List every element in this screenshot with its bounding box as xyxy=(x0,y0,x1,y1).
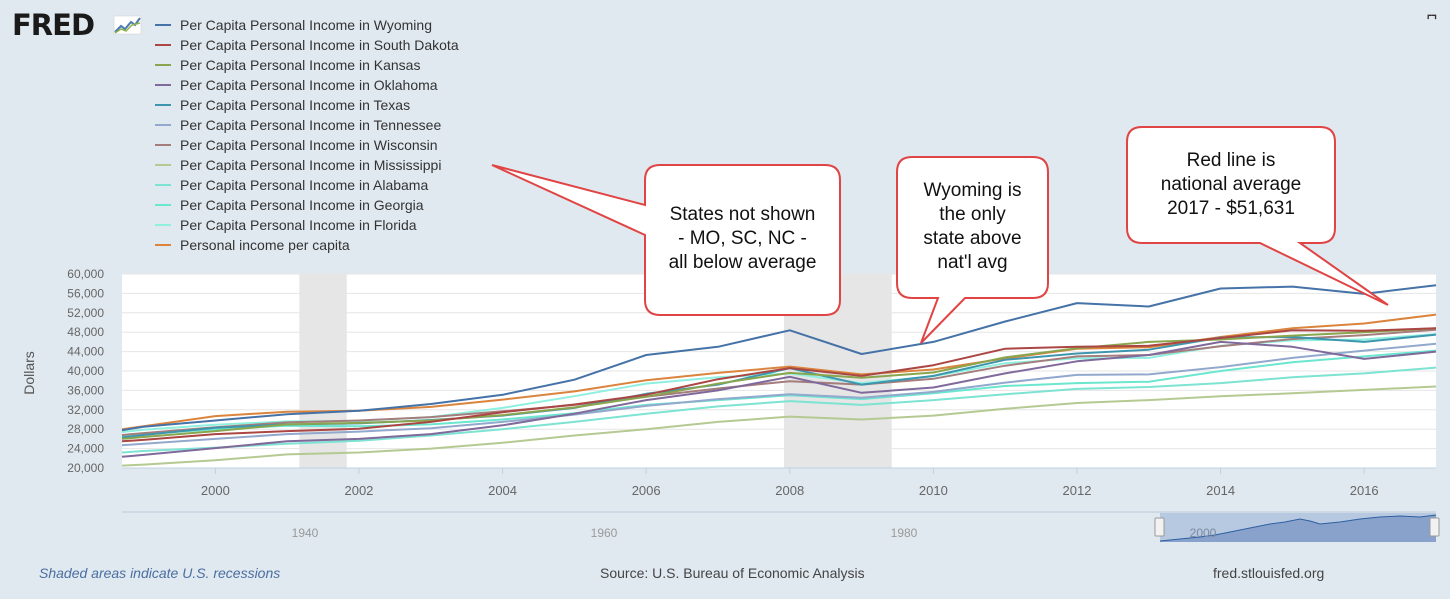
callout-wyoming-line-1: Wyoming is xyxy=(923,180,1022,201)
y-tick-label: 44,000 xyxy=(67,345,104,359)
navigator-series-line xyxy=(1159,514,1437,542)
x-tick-label: 2000 xyxy=(201,483,230,498)
y-tick-label: 32,000 xyxy=(67,403,104,417)
callout-red-line-3: 2017 - $51,631 xyxy=(1167,198,1295,219)
callout-wyoming-text: Wyoming is the only state above nat'l av… xyxy=(897,179,1048,275)
x-tick-label: 2008 xyxy=(775,483,804,498)
x-tick-label: 2006 xyxy=(632,483,661,498)
series-line xyxy=(121,328,1437,436)
legend-item[interactable]: Per Capita Personal Income in Georgia xyxy=(155,195,459,215)
legend-label: Per Capita Personal Income in Georgia xyxy=(180,197,424,213)
y-axis-label: Dollars xyxy=(21,351,37,395)
legend-item[interactable]: Per Capita Personal Income in Mississipp… xyxy=(155,155,459,175)
legend-item[interactable]: Per Capita Personal Income in Texas xyxy=(155,95,459,115)
chart-legend: Per Capita Personal Income in Wyoming Per… xyxy=(155,15,459,255)
navigator-tick-1960: 1960 xyxy=(591,526,618,540)
legend-swatch xyxy=(155,84,171,87)
fred-graph-icon xyxy=(113,15,142,35)
callout-red-line xyxy=(1126,126,1389,306)
series-line xyxy=(121,342,1437,447)
series-line xyxy=(121,284,1437,432)
y-tick-label: 28,000 xyxy=(67,422,104,436)
legend-item[interactable]: Per Capita Personal Income in Wisconsin xyxy=(155,135,459,155)
y-tick-label: 36,000 xyxy=(67,383,104,397)
y-tick-label: 24,000 xyxy=(67,442,104,456)
legend-swatch xyxy=(155,224,171,227)
fred-logo[interactable]: FRED xyxy=(12,8,95,42)
legend-item[interactable]: Per Capita Personal Income in Wyoming xyxy=(155,15,459,35)
navigator-tick-1940: 1940 xyxy=(292,526,319,540)
x-tick-label: 2002 xyxy=(344,483,373,498)
legend-label: Per Capita Personal Income in Wyoming xyxy=(180,17,432,33)
y-tick-label: 60,000 xyxy=(67,267,104,281)
legend-label: Per Capita Personal Income in Texas xyxy=(180,97,411,113)
callout-wyoming xyxy=(896,156,1049,344)
series-line xyxy=(121,340,1437,458)
legend-swatch xyxy=(155,104,171,107)
x-tick-label: 2014 xyxy=(1206,483,1235,498)
callout-states-line-1: States not shown xyxy=(669,204,816,225)
legend-swatch xyxy=(155,244,171,247)
site-link[interactable]: fred.stlouisfed.org xyxy=(1213,565,1325,581)
x-tick-label: 2004 xyxy=(488,483,517,498)
callout-wyoming-line-3: state above xyxy=(923,228,1022,249)
legend-item[interactable]: Per Capita Personal Income in Florida xyxy=(155,215,459,235)
x-tick-label: 2016 xyxy=(1350,483,1379,498)
legend-item[interactable]: Personal income per capita xyxy=(155,235,459,255)
callout-states-text: States not shown - MO, SC, NC - all belo… xyxy=(645,203,840,275)
legend-swatch xyxy=(155,164,171,167)
legend-label: Per Capita Personal Income in Tennessee xyxy=(180,117,442,133)
navigator-tick-2000: 2000 xyxy=(1190,526,1217,540)
legend-label: Per Capita Personal Income in Wisconsin xyxy=(180,137,438,153)
legend-swatch xyxy=(155,124,171,127)
series-line xyxy=(121,385,1437,467)
fullscreen-icon[interactable]: ⌜⌝ xyxy=(1426,13,1437,27)
legend-swatch xyxy=(155,204,171,207)
legend-swatch xyxy=(155,44,171,47)
legend-label: Per Capita Personal Income in Kansas xyxy=(180,57,421,73)
legend-label: Personal income per capita xyxy=(180,237,350,253)
callout-red-line-text: Red line is national average 2017 - $51,… xyxy=(1127,149,1335,221)
y-tick-label: 48,000 xyxy=(67,325,104,339)
x-tick-label: 2010 xyxy=(919,483,948,498)
series-line xyxy=(121,366,1437,454)
callout-states-not-shown xyxy=(491,164,841,316)
navigator-series xyxy=(1160,515,1436,542)
legend-swatch xyxy=(155,24,171,27)
legend-item[interactable]: Per Capita Personal Income in Oklahoma xyxy=(155,75,459,95)
callout-states-line-3: all below average xyxy=(668,252,817,273)
navigator-handle-right[interactable] xyxy=(1429,517,1440,537)
series-line xyxy=(121,327,1437,443)
legend-swatch xyxy=(155,64,171,67)
navigator[interactable]: 1940 1960 1980 2000 xyxy=(122,511,1440,542)
callout-red-line-1: Red line is xyxy=(1186,150,1276,171)
legend-label: Per Capita Personal Income in Alabama xyxy=(180,177,429,193)
legend-label: Per Capita Personal Income in South Dako… xyxy=(180,37,459,53)
legend-item[interactable]: Per Capita Personal Income in Tennessee xyxy=(155,115,459,135)
legend-item[interactable]: Per Capita Personal Income in Kansas xyxy=(155,55,459,75)
legend-label: Per Capita Personal Income in Mississipp… xyxy=(180,157,442,173)
legend-label: Per Capita Personal Income in Florida xyxy=(180,217,417,233)
callout-states-line-2: - MO, SC, NC - xyxy=(678,228,807,249)
navigator-handle-left[interactable] xyxy=(1154,517,1165,537)
navigator-tick-1980: 1980 xyxy=(891,526,918,540)
legend-swatch xyxy=(155,184,171,187)
y-tick-label: 20,000 xyxy=(67,461,104,475)
callout-red-line-2: national average xyxy=(1160,174,1302,195)
x-tick-label: 2012 xyxy=(1063,483,1092,498)
legend-item[interactable]: Per Capita Personal Income in Alabama xyxy=(155,175,459,195)
legend-item[interactable]: Per Capita Personal Income in South Dako… xyxy=(155,35,459,55)
y-tick-label: 40,000 xyxy=(67,364,104,378)
recession-note: Shaded areas indicate U.S. recessions xyxy=(39,565,281,581)
callout-wyoming-line-2: the only xyxy=(939,204,1006,225)
source-note: Source: U.S. Bureau of Economic Analysis xyxy=(600,565,865,581)
y-tick-label: 56,000 xyxy=(67,286,104,300)
callout-wyoming-line-4: nat'l avg xyxy=(937,252,1008,273)
legend-label: Per Capita Personal Income in Oklahoma xyxy=(180,77,438,93)
y-tick-label: 52,000 xyxy=(67,306,104,320)
legend-swatch xyxy=(155,144,171,147)
